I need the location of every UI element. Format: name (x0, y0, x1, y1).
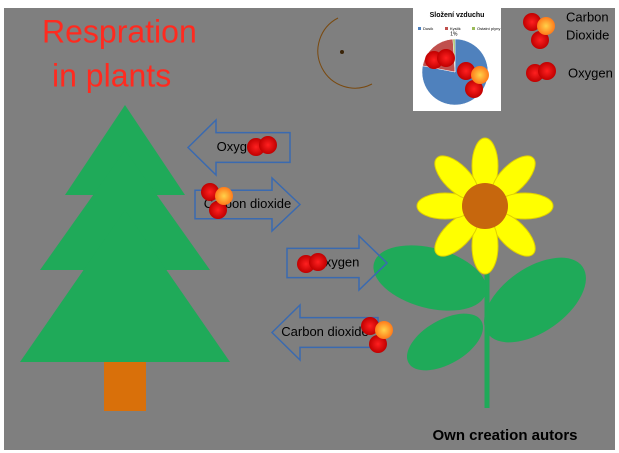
legend-swatch (472, 27, 475, 30)
pie-label: 1% (450, 31, 458, 37)
arrow (286, 234, 389, 292)
moon (317, 17, 373, 89)
arrow (186, 118, 291, 177)
inset-title: Složení vzduchu (430, 12, 485, 19)
arrow (194, 176, 302, 233)
legend-swatch (418, 27, 421, 30)
arrow-label: Carbon dioxide (281, 324, 368, 339)
flower (373, 137, 586, 408)
title-line: Respration (42, 13, 197, 49)
legend-label: Ostatní plyny (477, 26, 500, 31)
legend-swatch (445, 27, 448, 30)
footer: Own creation autors (432, 427, 577, 444)
legend-label: Carbon (566, 9, 609, 24)
legend-label: Oxygen (568, 65, 613, 80)
legend-label: Dusík (423, 26, 433, 31)
tree (20, 105, 230, 411)
legend-label: Kyslík (450, 26, 461, 31)
title-line: in plants (52, 57, 171, 93)
inset-chart: Složení vzduchu 1% Dusík Kyslík Ostatní pl… (413, 8, 501, 111)
legend-label: Dioxide (566, 27, 609, 42)
